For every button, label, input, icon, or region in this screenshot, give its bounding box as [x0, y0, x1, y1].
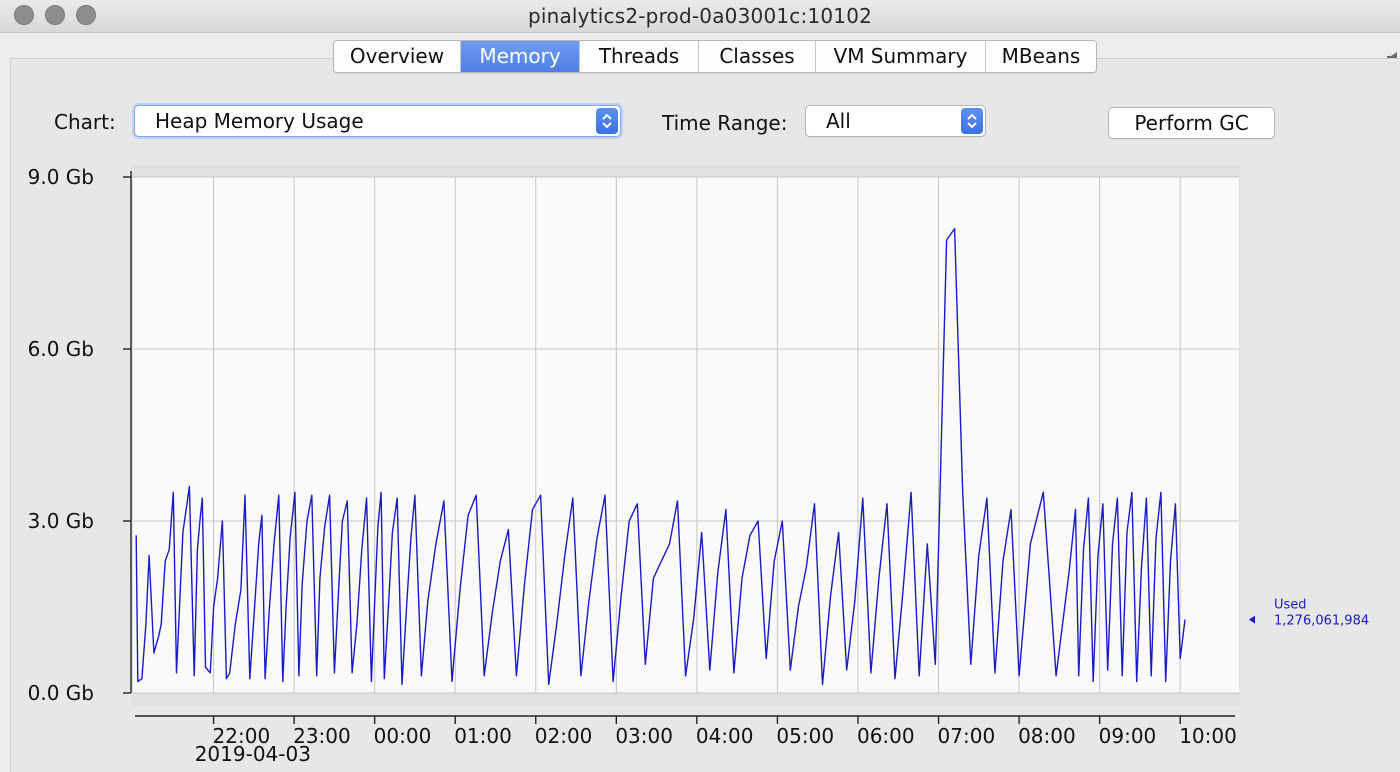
minimize-window-button[interactable] — [45, 5, 65, 25]
time-range-label: Time Range: — [662, 111, 788, 135]
x-tick-label: 07:00 — [938, 724, 996, 748]
x-tick-label: 02:00 — [535, 724, 593, 748]
up-down-chevron-icon — [596, 108, 618, 134]
y-tick-label: 6.0 Gb — [28, 337, 94, 361]
x-tick-label: 01:00 — [454, 724, 512, 748]
x-tick-label: 08:00 — [1018, 724, 1076, 748]
date-label: 2019-04-03 — [195, 742, 311, 766]
x-tick-label: 06:00 — [857, 724, 915, 748]
x-tick-label: 23:00 — [293, 724, 351, 748]
chart-select[interactable]: Heap Memory Usage — [134, 105, 621, 137]
current-value-marker-icon — [1249, 615, 1255, 624]
series-legend-name: Used — [1274, 598, 1307, 613]
chart-select-value: Heap Memory Usage — [155, 109, 364, 133]
tab-mbeans[interactable]: MBeans — [986, 41, 1096, 72]
x-tick-label: 04:00 — [696, 724, 754, 748]
tab-classes[interactable]: Classes — [699, 41, 816, 72]
tab-vm-summary[interactable]: VM Summary — [816, 41, 986, 72]
y-tick-label: 9.0 Gb — [28, 165, 94, 189]
chart-label: Chart: — [54, 110, 116, 134]
plot-area — [133, 177, 1239, 693]
y-tick-label: 0.0 Gb — [28, 681, 94, 705]
tab-strip: Overview Memory Threads Classes VM Summa… — [333, 40, 1097, 73]
y-tick-label: 3.0 Gb — [28, 509, 94, 533]
x-tick-label: 03:00 — [615, 724, 673, 748]
tab-overview[interactable]: Overview — [334, 41, 461, 72]
x-tick-label: 09:00 — [1099, 724, 1157, 748]
zoom-window-button[interactable] — [76, 5, 96, 25]
perform-gc-button[interactable]: Perform GC — [1108, 107, 1275, 139]
series-current-value: 1,276,061,984 — [1274, 614, 1369, 629]
tab-memory[interactable]: Memory — [461, 41, 580, 72]
x-tick-label: 05:00 — [776, 724, 834, 748]
time-range-select[interactable]: All — [805, 105, 986, 137]
x-tick-label: 22:00 — [213, 724, 271, 748]
window-title: pinalytics2-prod-0a03001c:10102 — [527, 4, 873, 28]
x-tick-label: 10:00 — [1179, 724, 1237, 748]
x-tick-label: 00:00 — [374, 724, 432, 748]
used-heap-series-line — [135, 227, 1186, 686]
window-title-bar: pinalytics2-prod-0a03001c:10102 — [0, 0, 1400, 33]
time-range-select-value: All — [826, 109, 851, 133]
up-down-chevron-icon — [961, 108, 983, 134]
close-window-button[interactable] — [14, 5, 34, 25]
tab-threads[interactable]: Threads — [580, 41, 699, 72]
